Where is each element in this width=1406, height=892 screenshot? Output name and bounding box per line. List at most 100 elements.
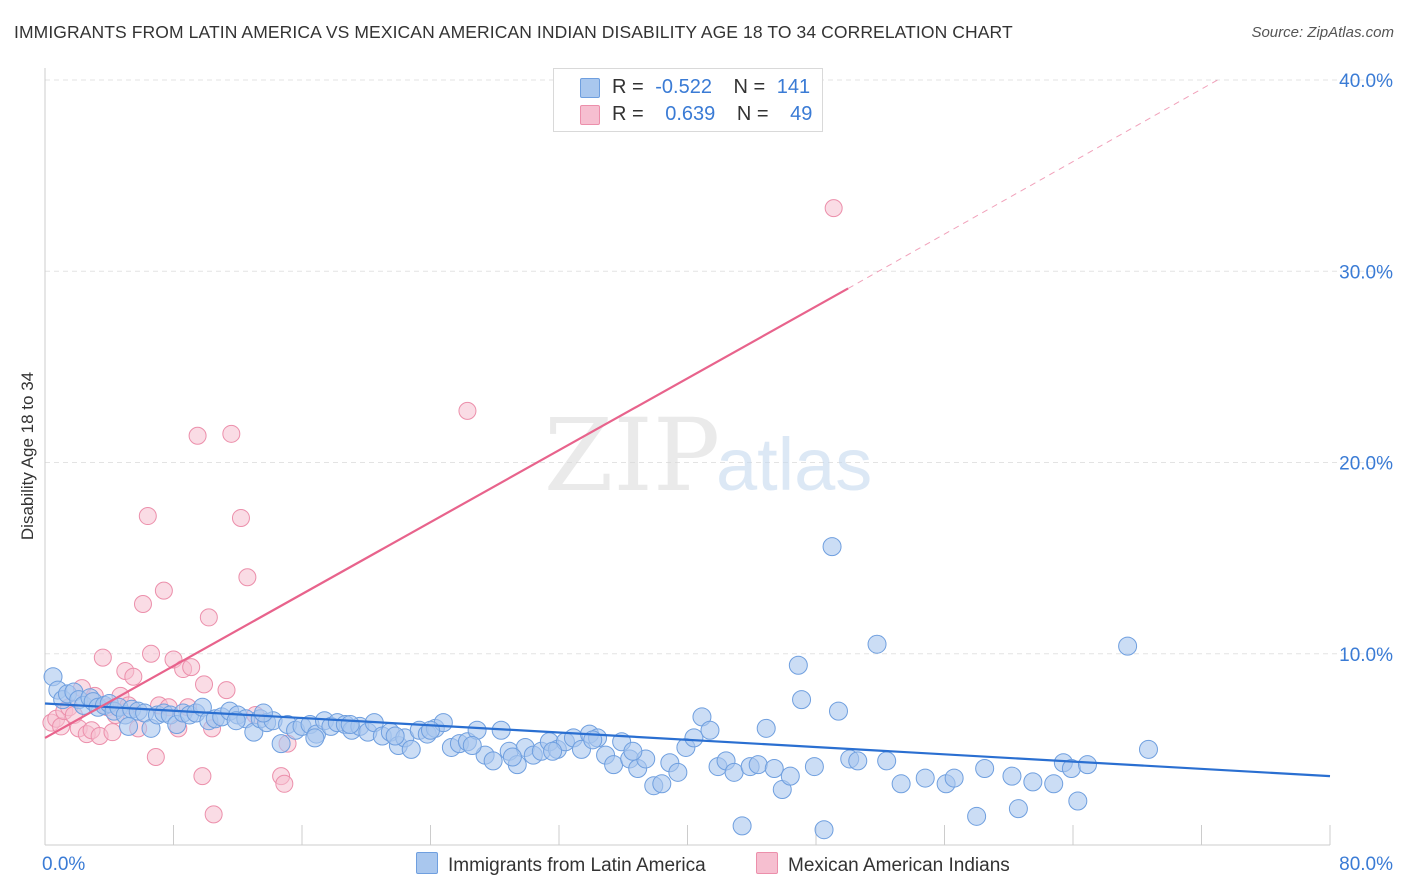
data-point-immigrants-latin-america [385, 726, 405, 746]
watermark-atlas: atlas [716, 423, 872, 506]
trend-line-extension-mexican-american-indians [847, 79, 1218, 289]
data-point-immigrants-latin-america [804, 757, 824, 777]
data-point-immigrants-latin-america [724, 762, 744, 782]
data-point-immigrants-latin-america [1118, 636, 1138, 656]
data-point-mexican-american-indians [458, 401, 477, 420]
trend-lines [44, 79, 1331, 778]
y-tick-label: 10.0% [1339, 645, 1393, 666]
data-point-immigrants-latin-america [502, 747, 522, 767]
data-point-immigrants-latin-america [748, 755, 768, 775]
data-point-immigrants-latin-america [822, 537, 842, 557]
y-tick-label: 20.0% [1339, 454, 1393, 475]
data-point-immigrants-latin-america [848, 751, 868, 771]
data-point-immigrants-latin-america [483, 751, 503, 771]
correlation-legend: R = -0.522 N = 141 R = 0.639 N = 49 [553, 68, 823, 132]
data-point-immigrants-latin-america [891, 774, 911, 794]
data-point-immigrants-latin-america [792, 690, 812, 710]
data-point-mexican-american-indians [824, 199, 843, 218]
data-point-immigrants-latin-america [271, 734, 291, 754]
data-point-mexican-american-indians [188, 426, 207, 445]
data-point-immigrants-latin-america [1138, 739, 1158, 759]
data-point-immigrants-latin-america [867, 634, 887, 654]
data-point-immigrants-latin-america [915, 768, 935, 788]
data-point-immigrants-latin-america [1023, 772, 1043, 792]
data-point-immigrants-latin-america [756, 718, 776, 738]
data-point-immigrants-latin-america [877, 751, 897, 771]
data-point-immigrants-latin-america [814, 820, 834, 840]
chart-title: IMMIGRANTS FROM LATIN AMERICA VS MEXICAN… [14, 22, 1013, 42]
data-point-mexican-american-indians [199, 608, 218, 627]
data-point-immigrants-latin-america [780, 766, 800, 786]
data-point-immigrants-latin-america [401, 739, 421, 759]
trend-line-mexican-american-indians [44, 287, 849, 739]
data-point-immigrants-latin-america [543, 741, 563, 761]
data-point-immigrants-latin-america [305, 728, 325, 748]
data-point-mexican-american-indians [222, 424, 241, 443]
data-point-immigrants-latin-america [700, 720, 720, 740]
data-point-immigrants-latin-america [975, 759, 995, 778]
watermark-zip: ZIP [544, 397, 720, 514]
data-point-immigrants-latin-america [652, 774, 672, 794]
data-point-immigrants-latin-america [462, 736, 482, 756]
bottom-legend-swatch-blue [416, 852, 438, 874]
legend-n-label: N = [733, 76, 766, 98]
data-point-immigrants-latin-america [967, 806, 987, 826]
data-point-mexican-american-indians [133, 595, 152, 614]
data-point-mexican-american-indians [238, 568, 257, 587]
data-point-immigrants-latin-america [764, 759, 784, 778]
y-axis-label: Disability Age 18 to 34 [18, 371, 37, 541]
data-point-mexican-american-indians [146, 748, 165, 767]
legend-n-value: 49 [790, 103, 813, 125]
data-point-immigrants-latin-america [732, 816, 752, 836]
data-point-mexican-american-indians [182, 658, 201, 677]
series-immigrants-latin-america [43, 537, 1158, 840]
data-point-immigrants-latin-america [668, 762, 688, 782]
data-point-immigrants-latin-america [340, 715, 360, 735]
data-point-mexican-american-indians [124, 667, 143, 686]
data-point-mexican-american-indians [195, 675, 214, 694]
watermark: ZIP atlas [544, 397, 872, 514]
legend-n-value: 141 [776, 76, 811, 98]
data-point-immigrants-latin-america [1008, 799, 1028, 819]
legend-r-label: R = [612, 76, 644, 98]
data-point-mexican-american-indians [275, 774, 294, 793]
data-point-immigrants-latin-america [684, 728, 704, 748]
bottom-legend-swatch-pink [756, 852, 778, 874]
data-point-immigrants-latin-america [944, 768, 964, 788]
y-tick-label: 40.0% [1339, 71, 1393, 92]
data-point-immigrants-latin-america [788, 655, 808, 675]
bottom-legend-label-pink: Mexican American Indians [788, 855, 1010, 876]
x-tick-label: 80.0% [1339, 854, 1393, 875]
data-point-mexican-american-indians [103, 723, 122, 742]
data-point-immigrants-latin-america [1002, 766, 1022, 786]
tick-labels: 10.0% 20.0% 30.0% 40.0% 0.0% 80.0% [42, 71, 1393, 875]
legend-r-value: 0.639 [665, 103, 716, 125]
bottom-legend-label-blue: Immigrants from Latin America [448, 855, 706, 876]
legend-swatch-blue [580, 78, 600, 98]
data-point-immigrants-latin-america [226, 711, 246, 731]
y-tick-label: 30.0% [1339, 262, 1393, 283]
legend-swatch-pink [580, 105, 600, 125]
bottom-legend-pink: Mexican American Indians [756, 852, 1010, 878]
data-point-mexican-american-indians [93, 648, 112, 667]
data-point-immigrants-latin-america [604, 755, 624, 775]
data-point-mexican-american-indians [217, 681, 236, 700]
trend-line-immigrants-latin-america [44, 702, 1331, 778]
data-point-immigrants-latin-america [119, 716, 139, 736]
legend-n-label: N = [736, 103, 769, 125]
data-point-mexican-american-indians [154, 581, 173, 600]
data-point-immigrants-latin-america [828, 701, 848, 721]
data-point-immigrants-latin-america [1077, 755, 1097, 775]
data-point-mexican-american-indians [204, 805, 223, 824]
data-point-mexican-american-indians [138, 507, 157, 526]
data-point-immigrants-latin-america [623, 741, 643, 761]
grid-lines [45, 79, 1392, 655]
bottom-legend-blue: Immigrants from Latin America [416, 852, 706, 878]
data-point-mexican-american-indians [193, 767, 212, 786]
data-point-immigrants-latin-america [1044, 774, 1064, 794]
axes [44, 68, 1331, 846]
data-point-mexican-american-indians [231, 508, 250, 527]
data-point-mexican-american-indians [142, 644, 161, 663]
data-point-immigrants-latin-america [1068, 791, 1088, 811]
